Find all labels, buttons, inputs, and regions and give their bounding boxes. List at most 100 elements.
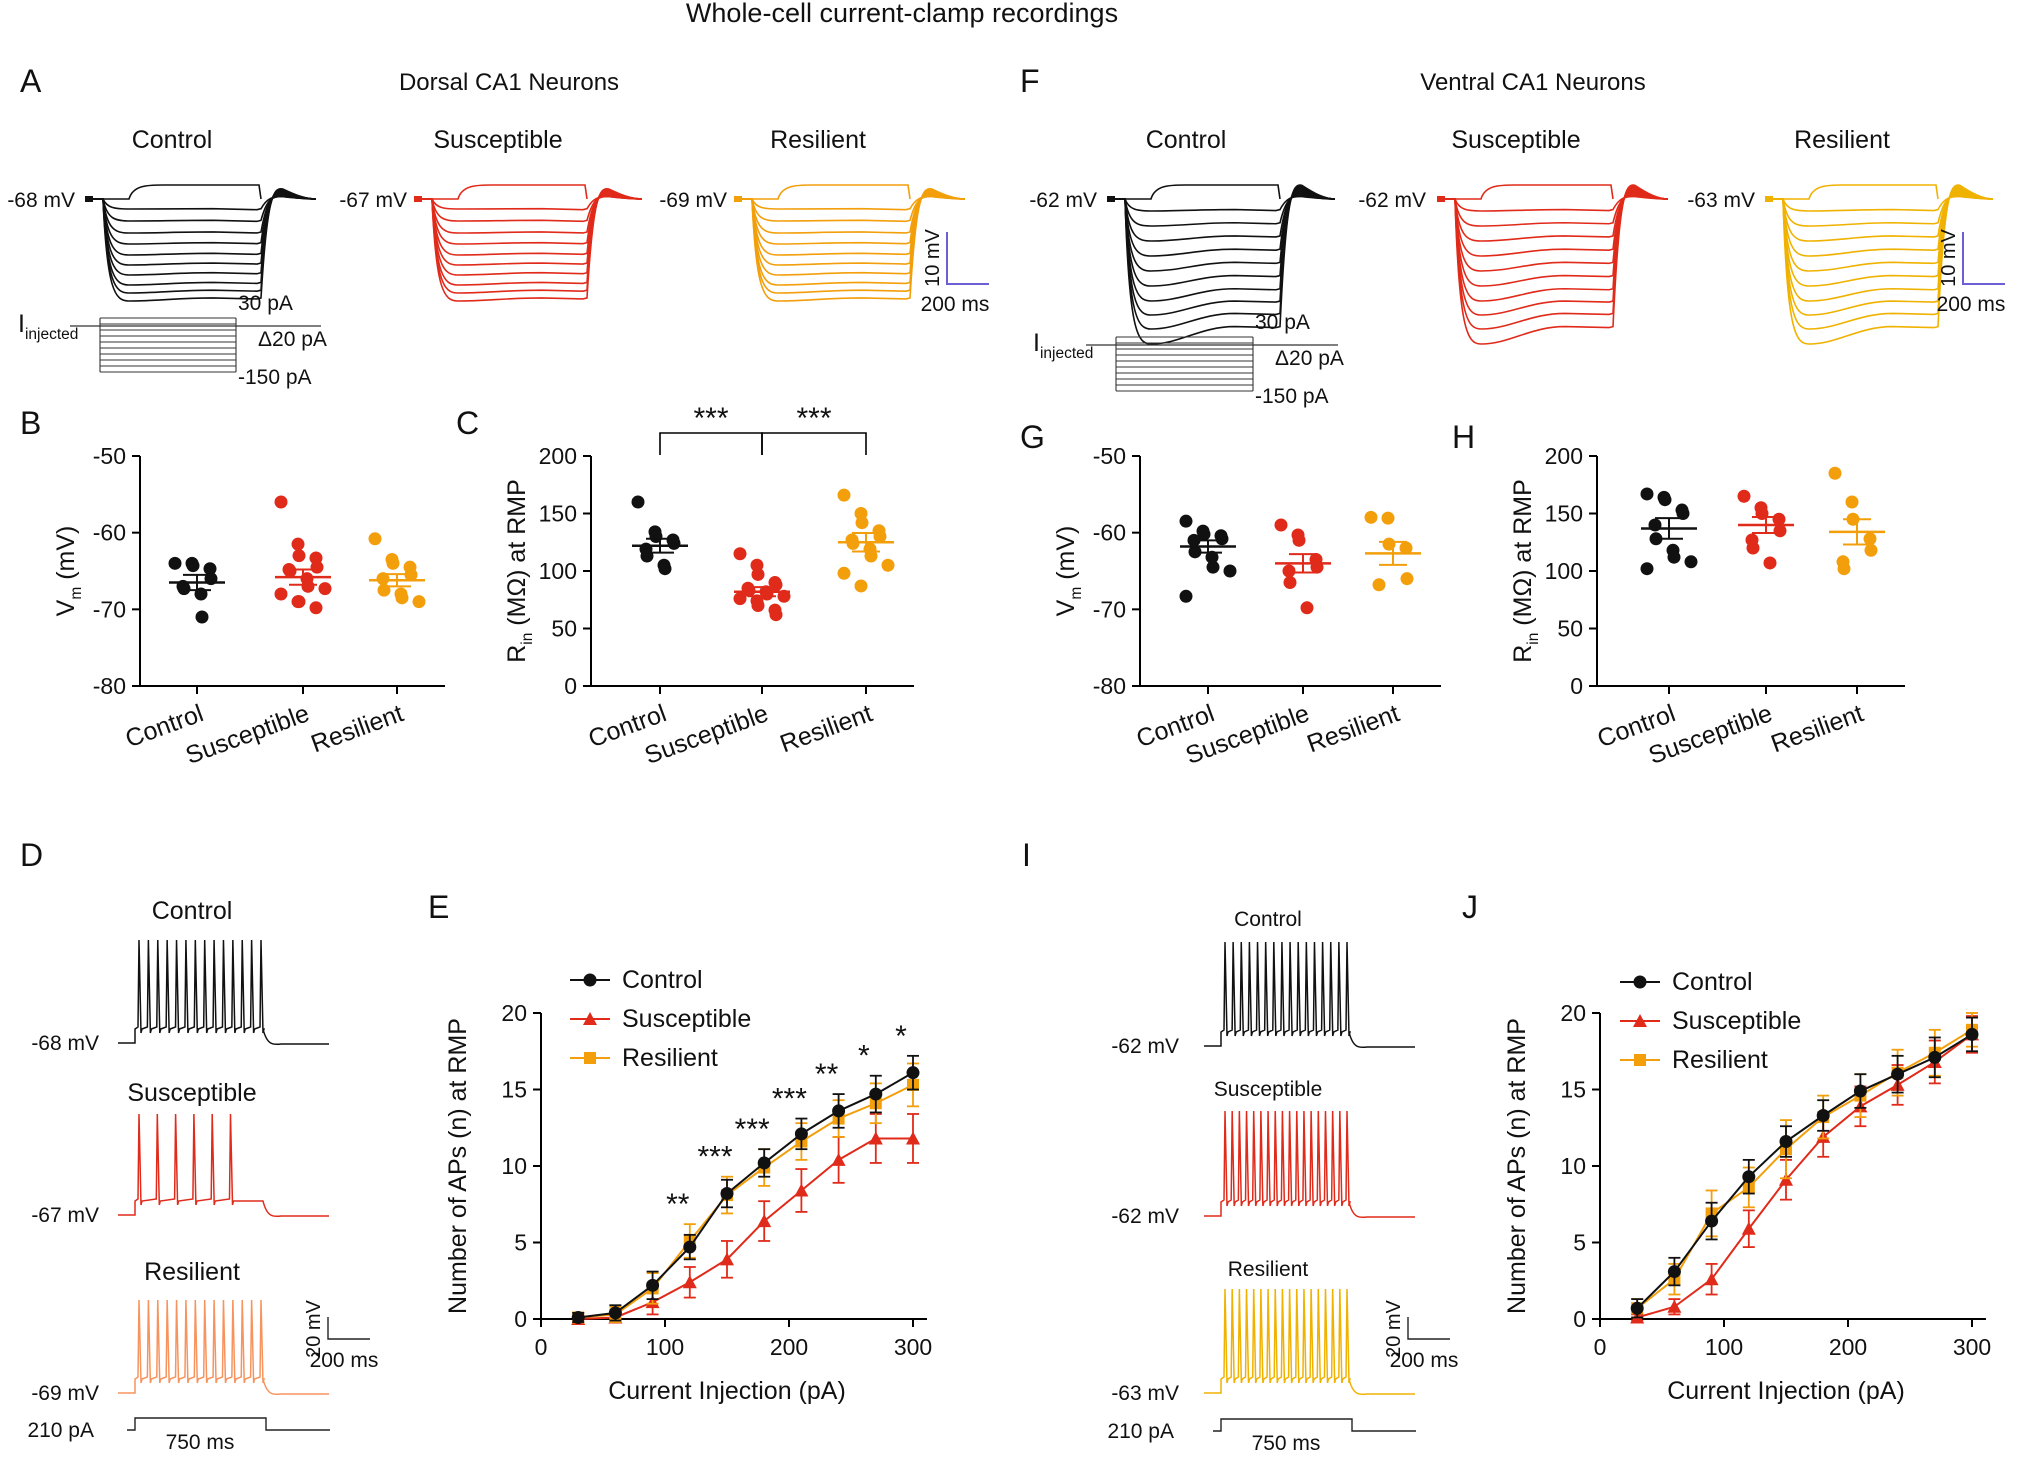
traces-F-0-sweep bbox=[1113, 191, 1336, 257]
traces-F-1-sweep bbox=[1443, 193, 1669, 242]
group-label-A-0: Control bbox=[132, 126, 213, 154]
y-tick-label-B: -50 bbox=[93, 443, 126, 469]
panel-heading-F: Ventral CA1 Neurons bbox=[1420, 69, 1645, 96]
data-point-G-control bbox=[1197, 527, 1211, 541]
ap-train-I-2 bbox=[1204, 1288, 1415, 1396]
panel-letter-B: B bbox=[20, 405, 41, 441]
traces-F-1-sweep bbox=[1443, 189, 1669, 287]
data-point-C-control bbox=[631, 495, 645, 509]
data-point-H-susceptible bbox=[1746, 541, 1760, 555]
series-J-control bbox=[1630, 1016, 1979, 1319]
traces-A-1-sweep bbox=[420, 189, 643, 286]
traces-F-0-sweep bbox=[1113, 185, 1336, 330]
scale-voltage-D: 20 mV bbox=[303, 1299, 325, 1357]
traces-F-1-sweep-depolarizing bbox=[1443, 184, 1614, 200]
traces-A-2-sweep bbox=[740, 187, 966, 302]
data-point-E-control bbox=[608, 1306, 622, 1320]
legend-marker-J-resilient bbox=[1634, 1054, 1646, 1066]
y-tick-label-G: -70 bbox=[1093, 596, 1126, 622]
traces-F-2-sweep bbox=[1771, 185, 1994, 330]
panel-letter-I: I bbox=[1022, 837, 1031, 873]
data-point-C-resilient bbox=[855, 516, 869, 530]
y-axis-label-H-rest: (MΩ) at RMP bbox=[1509, 479, 1537, 632]
traces-A-2-sweep-depolarizing bbox=[740, 184, 911, 200]
scale-voltage-F: 10 mV bbox=[1938, 228, 1960, 286]
x-tick-label-H: Resilient bbox=[1767, 699, 1867, 758]
stimulus-duration-D: 750 ms bbox=[166, 1431, 235, 1454]
traces-A-1-baseline-mark bbox=[414, 196, 422, 202]
significance-bracket-C bbox=[659, 432, 763, 455]
resting-potential-A-0: -68 mV bbox=[7, 189, 75, 212]
data-point-J-susceptible bbox=[1741, 1221, 1756, 1235]
x-tick-label-E: 200 bbox=[770, 1334, 808, 1360]
data-point-C-resilient bbox=[837, 488, 851, 502]
data-point-J-susceptible bbox=[1667, 1299, 1682, 1313]
panel-D: D Control -68 mV Susceptible -67 mV Resilient… bbox=[20, 837, 378, 1454]
legend-label-E-susceptible: Susceptible bbox=[622, 1005, 751, 1033]
data-point-C-susceptible bbox=[751, 567, 765, 581]
data-point-E-control bbox=[720, 1187, 734, 1201]
traces-F-0-sweep bbox=[1113, 193, 1336, 242]
data-point-B-control bbox=[195, 610, 209, 624]
step-bottom-A: -150 pA bbox=[238, 366, 312, 389]
y-axis-label-C-sub: in bbox=[519, 633, 536, 645]
data-point-B-control bbox=[168, 556, 182, 570]
y-tick-label-C: 50 bbox=[551, 616, 577, 642]
traces-F-0-sweep bbox=[1113, 189, 1336, 287]
scale-bar-F bbox=[1962, 232, 2005, 285]
ap-train-D-2-trace bbox=[118, 1299, 329, 1396]
resting-potential-A-2: -69 mV bbox=[659, 189, 727, 212]
x-axis-label-E: Current Injection (pA) bbox=[608, 1377, 846, 1405]
series-line-E-resilient bbox=[578, 1084, 914, 1319]
data-point-B-susceptible bbox=[283, 564, 297, 578]
panel-letter-H: H bbox=[1452, 419, 1475, 455]
x-tick-label-E: 100 bbox=[646, 1334, 684, 1360]
y-tick-label-J: 15 bbox=[1560, 1077, 1586, 1103]
data-point-E-control bbox=[646, 1278, 660, 1292]
y-tick-label-G: -50 bbox=[1093, 443, 1126, 469]
data-point-J-control bbox=[1891, 1067, 1905, 1081]
y-tick-label-E: 20 bbox=[501, 1000, 527, 1026]
y-axis-label-B-sub: m bbox=[68, 587, 85, 600]
legend-label-J-susceptible: Susceptible bbox=[1672, 1007, 1801, 1035]
stimulus-amplitude-I: 210 pA bbox=[1107, 1420, 1174, 1443]
panel-letter-A: A bbox=[20, 63, 42, 99]
data-point-C-control bbox=[658, 562, 672, 576]
x-tick-label-C: Resilient bbox=[776, 699, 876, 758]
resting-potential-D-0: -68 mV bbox=[31, 1032, 99, 1055]
group-label-F-1: Susceptible bbox=[1451, 126, 1580, 154]
y-tick-label-J: 0 bbox=[1573, 1306, 1586, 1332]
group-label-D-2: Resilient bbox=[144, 1258, 240, 1286]
group-label-I-0: Control bbox=[1234, 908, 1302, 931]
data-point-B-susceptible bbox=[292, 595, 306, 609]
scale-time-D: 200 ms bbox=[310, 1349, 379, 1372]
chart-H: H050100150200ControlSusceptibleResilient… bbox=[1452, 419, 1905, 770]
panel-letter-C: C bbox=[456, 405, 479, 441]
data-point-G-resilient bbox=[1364, 510, 1378, 524]
group-label-I-2: Resilient bbox=[1228, 1258, 1309, 1281]
legend-marker-J-control bbox=[1633, 975, 1647, 989]
scale-voltage-I: 20 mV bbox=[1383, 1299, 1405, 1357]
figure-title: Whole-cell current-clamp recordings bbox=[686, 0, 1118, 28]
y-tick-label-J: 5 bbox=[1573, 1230, 1586, 1256]
data-point-E-susceptible bbox=[868, 1131, 883, 1145]
traces-F-2-sweep bbox=[1771, 191, 1994, 257]
series-line-J-susceptible bbox=[1636, 1033, 1973, 1319]
data-point-H-control bbox=[1667, 550, 1681, 564]
data-point-C-resilient bbox=[864, 549, 878, 563]
data-point-E-susceptible bbox=[906, 1131, 920, 1145]
series-E-resilient bbox=[572, 1062, 919, 1324]
data-point-H-susceptible bbox=[1763, 556, 1777, 570]
data-point-G-control bbox=[1179, 514, 1193, 528]
data-point-E-control bbox=[832, 1104, 846, 1118]
x-tick-label-B: Susceptible bbox=[182, 699, 313, 770]
traces-F-2-baseline-mark bbox=[1765, 196, 1773, 202]
y-tick-label-C: 150 bbox=[539, 501, 577, 527]
legend-marker-E-control bbox=[583, 973, 597, 987]
y-axis-label-J: Number of APs (n) at RMP bbox=[1503, 1018, 1531, 1314]
y-tick-label-J: 20 bbox=[1560, 1000, 1586, 1026]
data-point-J-control bbox=[1630, 1301, 1644, 1315]
scale-bar-A bbox=[946, 232, 989, 285]
scale-time-A: 200 ms bbox=[921, 293, 990, 316]
